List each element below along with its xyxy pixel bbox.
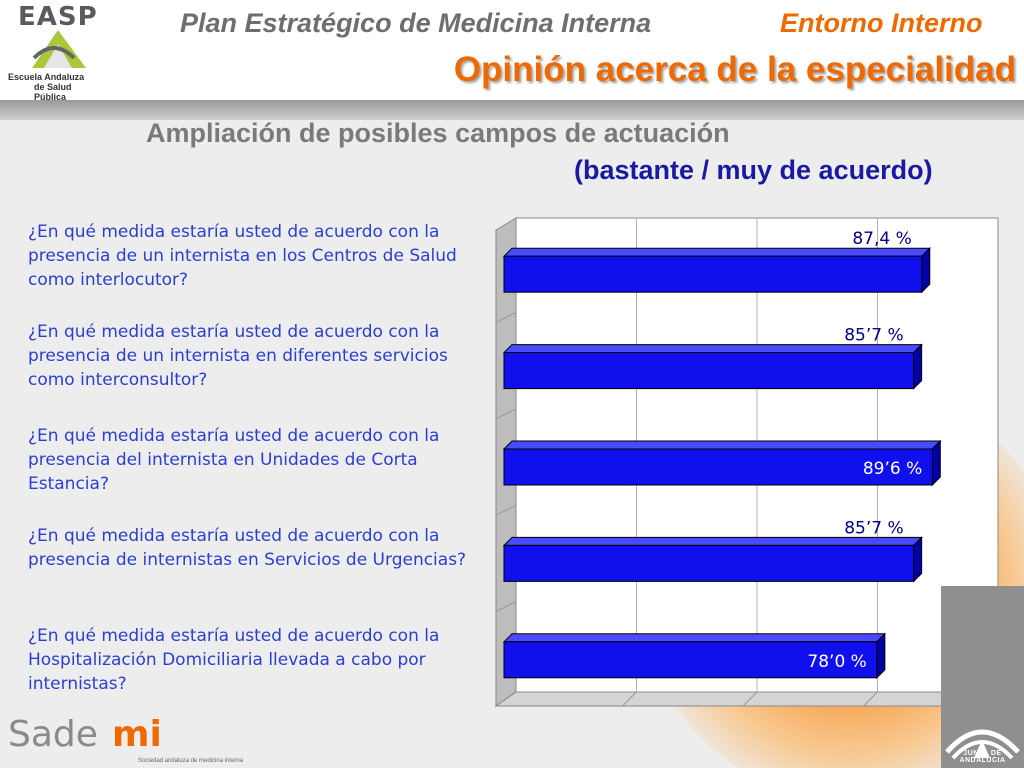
easp-logo: EASP Escuela Andaluza de Salud Pública <box>6 2 106 102</box>
chart-title: Ampliación de posibles campos de actuaci… <box>146 118 730 148</box>
bar-top <box>502 440 942 450</box>
easp-org-line1: Escuela Andaluza <box>8 72 85 82</box>
bar-side <box>921 246 931 294</box>
question-5: ¿En qué medida estaría usted de acuerdo … <box>28 626 440 694</box>
bar <box>503 448 933 486</box>
gridline-floor <box>622 691 637 707</box>
side-wall-separator <box>495 311 517 323</box>
bar-side <box>931 439 941 487</box>
easp-org-line2: de Salud Pública <box>34 82 72 102</box>
bar-top <box>502 344 923 354</box>
easp-logo-emblem-icon <box>32 30 86 68</box>
easp-logo-org: Escuela Andaluza de Salud Pública <box>8 72 106 102</box>
gridline-floor <box>863 691 878 707</box>
header-title: Plan Estratégico de Medicina Interna <box>180 8 652 38</box>
bar-data-label: 85’7 % <box>844 518 903 538</box>
bar-top <box>502 536 923 546</box>
header-band <box>0 0 1024 100</box>
bar-chart: 87,4 % 85’7 % 89’6 % 85’7 % 78’0 % <box>494 217 1000 707</box>
bar-data-label: 87,4 % <box>852 229 911 249</box>
bar-top <box>502 247 931 257</box>
gridline-floor <box>742 691 758 707</box>
bar-side <box>913 343 923 390</box>
question-4: ¿En qué medida estaría usted de acuerdo … <box>28 526 467 570</box>
side-wall-separator <box>495 504 517 516</box>
chart-floor <box>494 691 1000 707</box>
chart-subtitle: (bastante / muy de acuerdo) <box>574 155 933 185</box>
bar-data-label: 85’7 % <box>844 326 903 346</box>
junta-logo: JUNTA DE ANDALUCIA <box>941 586 1024 768</box>
bar <box>503 544 915 582</box>
sademi-logo-suffix: mi <box>112 714 162 755</box>
side-wall-separator <box>495 601 517 613</box>
bar-top <box>502 633 887 643</box>
header-subtitle: Opinión acerca de la especialidad <box>453 50 1016 89</box>
sademi-logo: Sade mi Sociedad andaluza de medicina in… <box>8 714 248 766</box>
bar-data-label: 78’0 % <box>807 652 866 672</box>
question-2: ¿En qué medida estaría usted de acuerdo … <box>28 322 448 390</box>
bar <box>503 641 878 679</box>
sademi-logo-tagline: Sociedad andaluza de medicina interna <box>138 758 244 764</box>
bar-side <box>876 632 886 680</box>
header-section: Entorno Interno <box>780 8 983 38</box>
bar <box>503 352 915 390</box>
sademi-logo-prefix: Sade <box>8 714 98 755</box>
question-1: ¿En qué medida estaría usted de acuerdo … <box>28 222 457 290</box>
easp-logo-letters: EASP <box>18 2 98 32</box>
header-rule <box>0 100 1024 120</box>
junta-arches-icon <box>945 729 1020 760</box>
bar-data-label: 89’6 % <box>863 459 922 479</box>
bar-side <box>913 536 923 583</box>
side-wall-separator <box>495 408 517 420</box>
question-3: ¿En qué medida estaría usted de acuerdo … <box>28 426 440 494</box>
junta-logo-name: JUNTA DE ANDALUCIA <box>959 750 1006 764</box>
bar <box>503 255 923 293</box>
